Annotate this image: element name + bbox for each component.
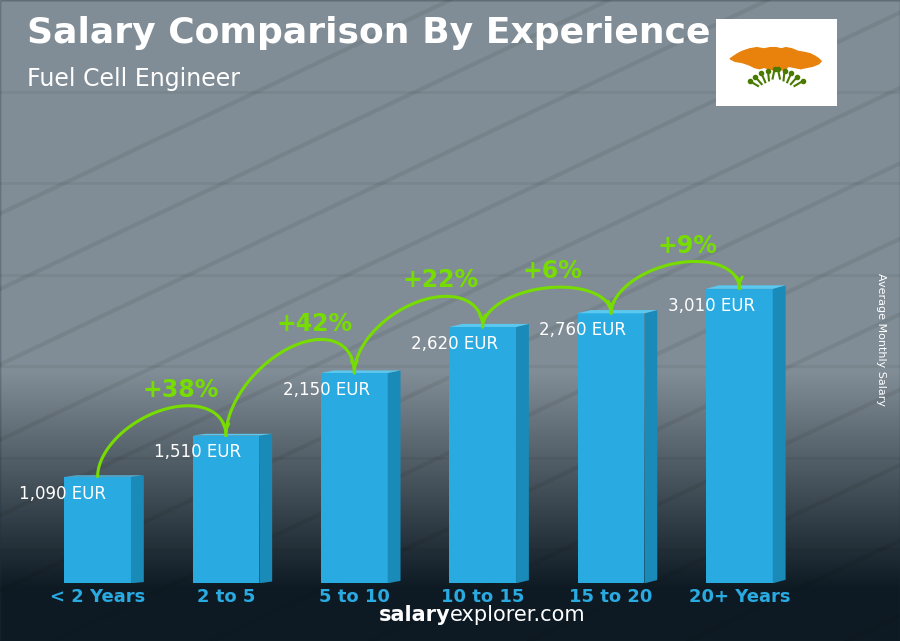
Polygon shape	[773, 285, 786, 583]
Polygon shape	[193, 434, 272, 436]
Text: salary: salary	[378, 605, 450, 625]
Bar	[193, 436, 259, 583]
Polygon shape	[578, 310, 657, 313]
Text: 1,090 EUR: 1,090 EUR	[20, 485, 106, 503]
Text: 2,620 EUR: 2,620 EUR	[411, 335, 498, 353]
Text: +22%: +22%	[402, 269, 478, 292]
Text: Fuel Cell Engineer: Fuel Cell Engineer	[27, 67, 240, 91]
Polygon shape	[321, 370, 400, 373]
Polygon shape	[516, 324, 529, 583]
Text: 3,010 EUR: 3,010 EUR	[668, 297, 755, 315]
Text: 2,150 EUR: 2,150 EUR	[283, 381, 370, 399]
Polygon shape	[730, 47, 821, 70]
Bar	[706, 289, 773, 583]
Text: Salary Comparison By Experience: Salary Comparison By Experience	[27, 16, 710, 50]
Text: +38%: +38%	[142, 378, 219, 402]
Polygon shape	[644, 310, 657, 583]
Polygon shape	[259, 434, 272, 583]
Polygon shape	[388, 370, 400, 583]
Text: 1,510 EUR: 1,510 EUR	[154, 444, 241, 462]
Bar	[321, 373, 388, 583]
Text: explorer.com: explorer.com	[450, 605, 586, 625]
Text: +42%: +42%	[277, 312, 353, 335]
Text: +6%: +6%	[522, 259, 582, 283]
Bar	[449, 327, 516, 583]
Polygon shape	[131, 476, 144, 583]
Text: +9%: +9%	[657, 233, 717, 258]
Bar	[64, 477, 131, 583]
Text: 2,760 EUR: 2,760 EUR	[539, 321, 626, 339]
Polygon shape	[64, 476, 144, 477]
Polygon shape	[449, 324, 529, 327]
Text: Average Monthly Salary: Average Monthly Salary	[877, 273, 886, 406]
Polygon shape	[706, 285, 786, 289]
Bar	[578, 313, 644, 583]
